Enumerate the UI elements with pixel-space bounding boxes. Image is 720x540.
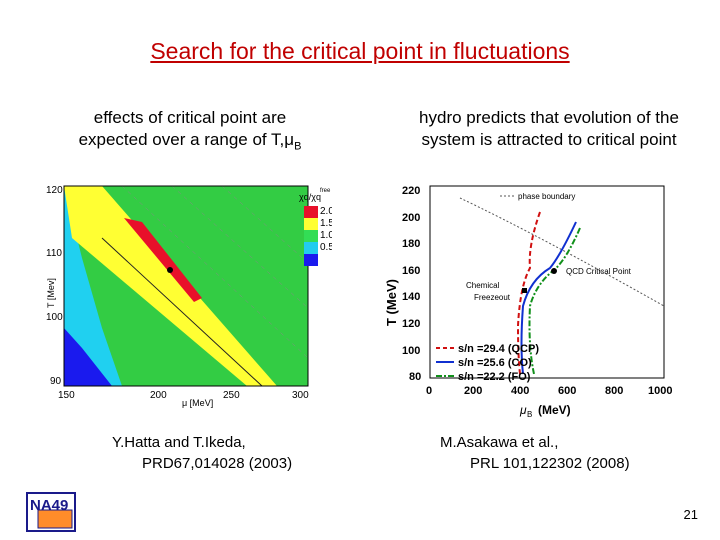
phase-boundary-curve — [459, 197, 665, 307]
na49-logo: NA49 — [26, 492, 76, 532]
susceptibility-contour-plot: χq/χq free 2.0 1.5 1.0 0.5 120 110 100 9… — [46, 185, 332, 408]
legend-title: χq/χq — [299, 192, 321, 202]
chemical-freezeout-marker — [522, 288, 527, 293]
right-caption: hydro predicts that evolution of the sys… — [388, 107, 710, 151]
right-xtick: 1000 — [648, 385, 672, 397]
trajectory-fo — [528, 227, 581, 375]
right-x-label-mu: μ — [519, 403, 527, 417]
page-number: 21 — [683, 507, 698, 522]
left-xtick: 200 — [150, 390, 167, 401]
left-y-ticks: 120 110 100 90 — [46, 185, 63, 387]
left-xtick: 300 — [292, 390, 309, 401]
right-y-ticks: 220 200 180 160 140 120 100 80 — [402, 185, 421, 383]
slide-title: Search for the critical point in fluctua… — [150, 38, 570, 64]
left-x-label: μ [MeV] — [182, 398, 213, 408]
left-ytick: 120 — [46, 185, 63, 196]
legend-qcp: s/n =29.4 (QCP) — [458, 343, 539, 355]
chemical-label: Chemical — [466, 281, 500, 290]
phase-boundary-label: phase boundary — [518, 192, 575, 201]
legend-label-1: 2.0 — [320, 206, 332, 217]
right-ytick: 80 — [409, 371, 421, 383]
right-xtick: 0 — [426, 385, 432, 397]
right-ytick: 200 — [402, 212, 420, 224]
critical-point-marker — [167, 267, 173, 273]
right-reference: M.Asakawa et al., PRL 101,122302 (2008) — [440, 432, 630, 474]
left-caption-line2: expected over a range of T,μB — [78, 130, 302, 153]
legend-label-2: 1.5 — [320, 218, 332, 229]
right-ytick: 100 — [402, 345, 420, 357]
right-x-label-sub: B — [527, 410, 532, 419]
right-x-ticks: 0 200 400 600 800 1000 — [426, 385, 672, 397]
left-ytick: 100 — [46, 312, 63, 323]
left-caption-line1: effects of critical point are — [93, 108, 287, 127]
left-reference: Y.Hatta and T.Ikeda, PRD67,014028 (2003) — [112, 432, 292, 474]
left-ytick: 110 — [46, 248, 62, 259]
right-ytick: 140 — [402, 291, 420, 303]
legend-co: s/n =25.6 (CO) — [458, 357, 532, 369]
left-ytick: 90 — [50, 376, 62, 387]
qcd-critical-point-marker — [551, 268, 557, 274]
trajectory-co — [520, 221, 577, 375]
right-legend: s/n =29.4 (QCP) s/n =25.6 (CO) s/n =22.2… — [436, 343, 539, 383]
right-xtick: 200 — [464, 385, 482, 397]
right-y-label: T (MeV) — [384, 279, 399, 326]
freezeout-label: Freezeout — [474, 293, 511, 302]
hydro-trajectory-plot: 220 200 180 160 140 120 100 80 0 200 400… — [384, 185, 672, 419]
right-caption-line1: hydro predicts that evolution of the — [419, 108, 679, 127]
right-ytick: 160 — [402, 265, 420, 277]
left-ref-line1: Y.Hatta and T.Ikeda, — [112, 434, 246, 451]
right-ytick: 180 — [402, 238, 420, 250]
right-ytick: 120 — [402, 318, 420, 330]
right-x-label: μ B (MeV) — [519, 403, 571, 419]
left-y-label: T [Mev] — [46, 278, 56, 308]
left-ref-line2: PRD67,014028 (2003) — [142, 455, 293, 472]
contour-regions — [64, 186, 308, 386]
right-ref-line2: PRL 101,122302 (2008) — [470, 455, 630, 472]
qcd-cp-label: QCD Critical Point — [566, 267, 632, 276]
right-xtick: 400 — [511, 385, 529, 397]
left-xtick: 250 — [223, 390, 240, 401]
legend-fo: s/n =22.2 (FO) — [458, 371, 531, 383]
logo-text: NA49 — [30, 497, 68, 514]
left-xtick: 150 — [58, 390, 75, 401]
right-ref-line1: M.Asakawa et al., — [440, 434, 559, 451]
left-x-ticks: 150 200 250 300 — [58, 390, 309, 401]
legend-title-sup: free — [320, 188, 331, 194]
right-xtick: 600 — [558, 385, 576, 397]
right-ytick: 220 — [402, 185, 420, 197]
right-xtick: 800 — [605, 385, 623, 397]
right-caption-line2: system is attracted to critical point — [421, 130, 677, 149]
legend-label-4: 0.5 — [320, 242, 332, 253]
left-legend: χq/χq free 2.0 1.5 1.0 0.5 — [299, 188, 332, 266]
left-caption: effects of critical point are expected o… — [40, 107, 340, 157]
right-x-label-unit: (MeV) — [538, 403, 571, 417]
legend-label-3: 1.0 — [320, 230, 332, 241]
